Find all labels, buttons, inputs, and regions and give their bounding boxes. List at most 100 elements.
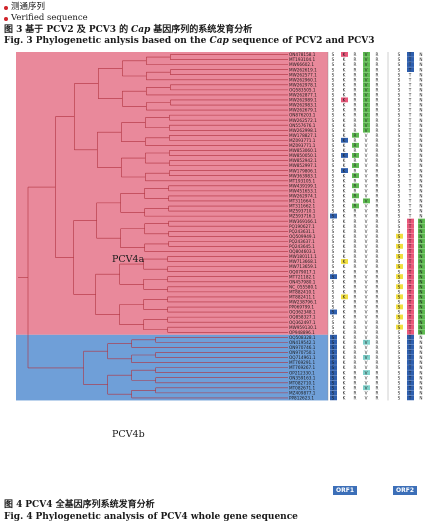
alignment-residue: T [408, 82, 412, 87]
alignment-residue: T [408, 239, 412, 244]
taxon-label: MW369166.1 [289, 219, 317, 224]
alignment-cell [352, 183, 359, 189]
taxon-label: PQ190627.1 [289, 224, 315, 229]
alignment-residue: T [408, 254, 412, 259]
alignment-residue: V [365, 77, 368, 82]
alignment-residue: N [419, 264, 422, 269]
alignment-residue: V [365, 188, 368, 193]
alignment-residue: S [398, 325, 401, 330]
alignment-residue: R [376, 274, 379, 279]
alignment-cell [407, 314, 414, 320]
alignment-residue: K [343, 62, 346, 67]
alignment-cell [330, 339, 337, 345]
alignment-residue: V [365, 219, 368, 224]
alignment-residue: V [365, 310, 368, 315]
alignment-residue: T [408, 360, 412, 365]
alignment-residue: K [343, 113, 346, 118]
alignment-residue: R [376, 345, 379, 350]
alignment-cell [407, 279, 414, 285]
alignment-residue: V [365, 62, 368, 67]
alignment-residue: S [332, 123, 335, 128]
alignment-residue: R [376, 173, 379, 178]
taxon-label: MT193104.1 [289, 57, 315, 62]
alignment-residue: T [408, 108, 412, 113]
alignment-residue: N [419, 178, 422, 183]
taxon-label: MW178827.1 [289, 133, 317, 138]
alignment-residue: K [343, 325, 346, 330]
figure-3-caption-en: Fig. 3 Phylogenetic anlysis based on the… [4, 36, 375, 47]
alignment-cell [407, 365, 414, 370]
alignment-residue: R [354, 77, 357, 82]
alignment-residue: T [408, 199, 412, 204]
alignment-residue: R [376, 133, 379, 138]
alignment-residue: V [365, 264, 368, 269]
alignment-residue: S [398, 396, 401, 401]
alignment-residue: V [365, 209, 368, 214]
alignment-cell [363, 72, 370, 78]
legend-item-cn: 测通序列 [4, 2, 88, 13]
alignment-cell [418, 299, 425, 305]
alignment-residue: N [419, 128, 422, 133]
alignment-residue: R [354, 385, 357, 390]
alignment-residue: R [354, 320, 357, 325]
alignment-residue: S [332, 380, 335, 385]
alignment-residue: S [332, 133, 335, 138]
alignment-residue: S [398, 269, 401, 274]
caption-prefix: Fig. 3 [4, 36, 33, 46]
alignment-cell [407, 385, 414, 391]
alignment-residue: R [354, 330, 357, 335]
alignment-residue: S [332, 219, 335, 224]
alignment-residue: K [343, 229, 346, 234]
alignment-residue: N [419, 370, 422, 375]
alignment-residue: S [332, 168, 335, 173]
alignment-cell [363, 370, 370, 375]
alignment-residue: V [365, 269, 368, 274]
alignment-cell [418, 248, 425, 254]
alignment-residue: V [365, 214, 368, 219]
alignment-residue: S [332, 385, 335, 390]
alignment-residue: K [343, 183, 346, 188]
alignment-residue: N [419, 153, 422, 158]
alignment-cell [418, 319, 425, 325]
alignment-residue: V [365, 385, 368, 390]
alignment-residue: R [354, 62, 357, 67]
alignment-cell [407, 319, 414, 325]
alignment-cell [330, 360, 337, 365]
alignment-residue: S [398, 380, 401, 385]
alignment-cell [396, 324, 403, 330]
alignment-residue: R [376, 254, 379, 259]
alignment-residue: T [408, 325, 412, 330]
alignment-residue: R [354, 249, 357, 254]
taxon-label: MW262679.1 [289, 108, 317, 113]
alignment-residue: K [343, 67, 346, 72]
alignment-residue: N [419, 219, 422, 224]
alignment-cell [418, 279, 425, 285]
alignment-residue: K [343, 224, 346, 229]
taxon-label: MT721182.1 [289, 274, 315, 279]
taxon-label: MT082671.1 [289, 385, 315, 390]
alignment-residue: S [332, 108, 335, 113]
alignment-residue: S [332, 194, 335, 199]
alignment-residue: T [408, 133, 412, 138]
alignment-residue: R [376, 360, 379, 365]
alignment-residue: R [354, 128, 357, 133]
alignment-residue: N [419, 77, 422, 82]
alignment-cell [418, 259, 425, 264]
alignment-residue: N [419, 325, 422, 330]
alignment-residue: N [419, 173, 422, 178]
alignment-cell [407, 304, 414, 310]
taxon-label: MW262572.1 [289, 118, 317, 123]
alignment-residue: N [419, 93, 422, 98]
alignment-residue: R [354, 67, 357, 72]
alignment-residue: T [408, 330, 412, 335]
alignment-residue: K [343, 77, 346, 82]
alignment-residue: V [365, 350, 368, 355]
alignment-residue: R [376, 335, 379, 340]
alignment-residue: N [419, 87, 422, 92]
alignment-residue: N [419, 355, 422, 360]
taxon-label: MW959130.1 [289, 325, 317, 330]
alignment-residue: N [419, 385, 422, 390]
alignment-residue: T [408, 380, 412, 385]
alignment-residue: S [332, 370, 335, 375]
alignment-residue: T [408, 375, 412, 380]
